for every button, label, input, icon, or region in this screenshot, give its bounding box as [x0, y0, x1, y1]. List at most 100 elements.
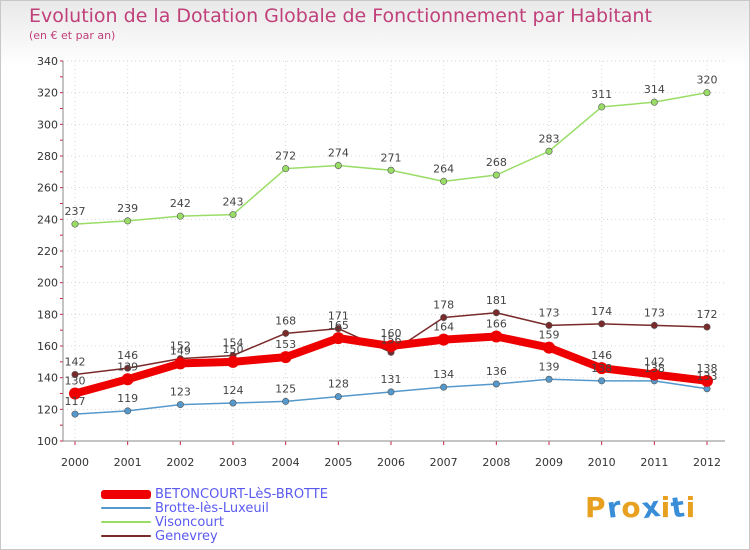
data-point — [387, 166, 395, 174]
x-tick-label: 2001 — [114, 456, 142, 469]
data-point — [124, 217, 132, 225]
data-label: 150 — [223, 343, 244, 356]
data-point — [282, 397, 290, 405]
data-label: 314 — [644, 83, 665, 96]
x-tick-label: 2007 — [430, 456, 458, 469]
data-point — [492, 380, 500, 388]
plot-area — [63, 61, 725, 441]
x-tick-label: 2011 — [640, 456, 668, 469]
data-point — [71, 410, 79, 418]
data-point — [227, 355, 239, 368]
data-label: 159 — [539, 329, 560, 342]
y-tick-label: 200 — [37, 277, 58, 290]
legend-swatch — [101, 535, 151, 537]
data-point — [334, 393, 342, 401]
data-point — [229, 399, 237, 407]
data-point — [650, 98, 658, 106]
data-label: 146 — [591, 349, 612, 362]
data-label: 320 — [697, 74, 718, 87]
data-point — [701, 374, 713, 387]
data-label: 164 — [433, 321, 454, 334]
data-label: 138 — [591, 362, 612, 375]
legend-swatch — [101, 507, 151, 509]
legend-label: Genevrey — [155, 528, 218, 544]
data-point — [490, 330, 503, 343]
data-label: 142 — [65, 356, 86, 369]
y-tick-label: 280 — [37, 150, 58, 163]
x-tick-label: 2012 — [693, 456, 721, 469]
data-label: 283 — [539, 132, 560, 145]
data-label: 139 — [539, 360, 560, 373]
data-label: 166 — [486, 318, 507, 331]
data-point — [387, 388, 395, 396]
y-tick-label: 220 — [37, 245, 58, 258]
data-label: 173 — [644, 306, 665, 319]
x-tick-label: 2009 — [535, 456, 563, 469]
y-tick-label: 160 — [37, 340, 58, 353]
data-label: 136 — [486, 365, 507, 378]
data-label: 271 — [381, 151, 402, 164]
data-label: 264 — [433, 162, 454, 175]
data-point — [334, 162, 342, 170]
data-label: 237 — [65, 205, 86, 218]
data-point — [492, 171, 500, 179]
x-tick-label: 2002 — [166, 456, 194, 469]
y-tick-label: 300 — [37, 118, 58, 131]
proxiti-logo: Proxiti — [585, 490, 697, 525]
y-tick-label: 340 — [37, 55, 58, 68]
data-label: 142 — [644, 356, 665, 369]
data-label: 152 — [170, 340, 191, 353]
data-point — [332, 332, 345, 345]
data-label: 165 — [328, 319, 349, 332]
x-tick-label: 2005 — [324, 456, 352, 469]
data-point — [440, 177, 448, 185]
data-point — [650, 321, 658, 329]
data-label: 268 — [486, 156, 507, 169]
logo-letter: i — [685, 491, 697, 524]
logo-letter: i — [660, 491, 672, 524]
data-point — [334, 325, 342, 333]
data-label: 124 — [223, 384, 244, 397]
data-label: 134 — [433, 368, 454, 381]
data-point — [437, 333, 450, 346]
y-tick-label: 100 — [37, 435, 58, 448]
data-label: 130 — [65, 375, 86, 388]
data-label: 138 — [697, 362, 718, 375]
legend-label: Brotte-lès-Luxeuil — [155, 500, 269, 516]
legend-item: BETONCOURT-LèS-BROTTE — [101, 487, 328, 502]
data-point — [598, 377, 606, 385]
data-point — [176, 401, 184, 409]
data-label: 174 — [591, 305, 612, 318]
chart-subtitle: (en € et par an) — [29, 29, 116, 42]
y-tick-label: 180 — [37, 308, 58, 321]
y-tick-label: 320 — [37, 87, 58, 100]
data-point — [69, 387, 81, 400]
data-label: 138 — [644, 362, 665, 375]
data-point — [440, 383, 448, 391]
legend: BETONCOURT-LèS-BROTTE Brotte-lès-Luxeuil V… — [101, 487, 328, 544]
x-tick-label: 2000 — [61, 456, 89, 469]
data-label: 125 — [275, 382, 296, 395]
data-label: 117 — [65, 395, 86, 408]
data-label: 178 — [433, 299, 454, 312]
data-point — [703, 89, 711, 97]
data-point — [492, 309, 500, 317]
data-point — [124, 407, 132, 415]
data-point — [545, 375, 553, 383]
data-label: 171 — [328, 310, 349, 323]
data-label: 139 — [117, 360, 138, 373]
y-tick-label: 120 — [37, 403, 58, 416]
data-point — [121, 373, 134, 386]
y-tick-label: 260 — [37, 182, 58, 195]
data-point — [279, 351, 292, 364]
data-point — [543, 341, 555, 354]
data-point — [598, 103, 606, 111]
data-label: 133 — [697, 370, 718, 383]
data-point — [282, 165, 290, 173]
data-label: 146 — [117, 349, 138, 362]
data-point — [71, 370, 79, 378]
data-point — [174, 357, 187, 370]
data-label: 128 — [328, 378, 349, 391]
legend-swatch — [101, 489, 151, 499]
